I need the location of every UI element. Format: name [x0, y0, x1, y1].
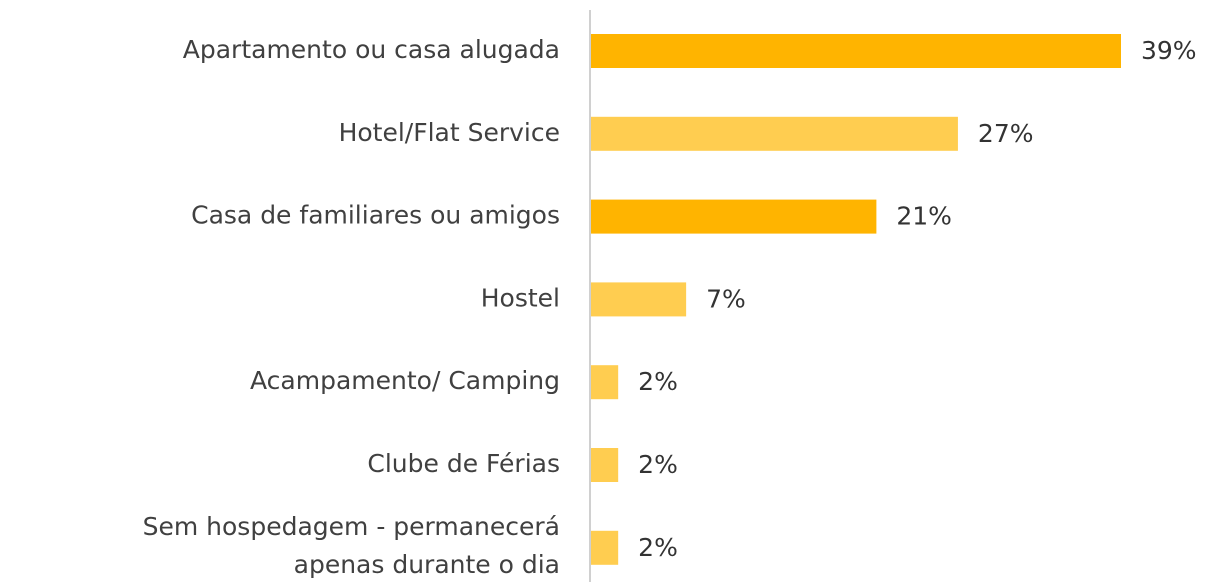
bar	[591, 365, 619, 400]
category-label: Sem hospedagem - permanecerá apenas duran…	[143, 512, 560, 579]
bar	[591, 116, 958, 151]
category-label: Clube de Férias	[367, 449, 560, 478]
category-label: Acampamento/ Camping	[250, 366, 560, 395]
bar	[591, 448, 619, 482]
bar	[591, 34, 1121, 68]
value-label: 2%	[638, 533, 678, 562]
value-label: 2%	[638, 450, 678, 479]
value-label: 39%	[1141, 36, 1197, 65]
bar	[591, 199, 877, 234]
bar	[591, 530, 619, 565]
value-label: 7%	[706, 284, 746, 313]
category-label: Hostel	[481, 283, 560, 312]
category-label: Hotel/Flat Service	[339, 118, 560, 147]
bar	[591, 282, 687, 317]
category-label: Apartamento ou casa alugada	[183, 35, 560, 64]
value-label: 27%	[978, 119, 1034, 148]
value-label: 21%	[896, 202, 952, 231]
category-label: Casa de familiares ou amigos	[191, 201, 560, 230]
value-label: 2%	[638, 367, 678, 396]
